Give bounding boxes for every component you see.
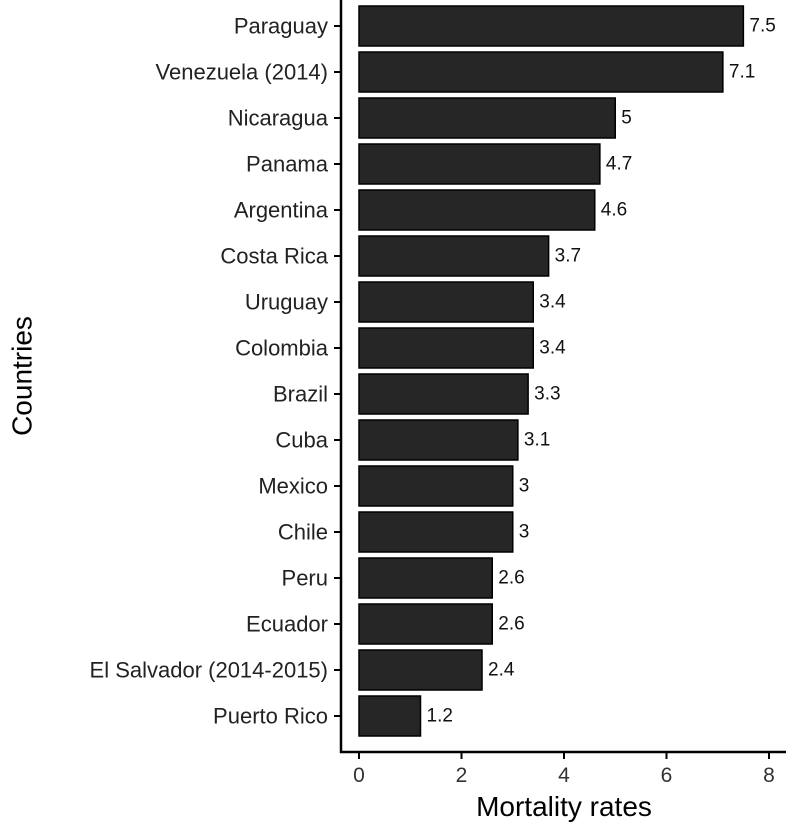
x-axis-ticks: 0 2 4 6 8 [353, 752, 775, 787]
category-labels: Paraguay Venezuela (2014) Nicaragua Panama A… [90, 14, 341, 729]
bar-venezuela-2014 [358, 51, 724, 93]
value-label-colombia: 3.4 [539, 338, 566, 359]
category-label-costa-rica: Costa Rica [220, 244, 328, 269]
bar-costa-rica [358, 235, 550, 277]
category-label-nicaragua: Nicaragua [228, 106, 329, 131]
bar-puerto-rico [358, 695, 422, 737]
value-label-venezuela-2014: 7.1 [729, 62, 755, 83]
category-label-el-salvador-2014-2015: El Salvador (2014-2015) [90, 658, 328, 683]
category-label-puerto-rico: Puerto Rico [213, 704, 328, 729]
bar-peru [358, 557, 493, 599]
x-tick-label: 6 [661, 764, 673, 787]
bar-uruguay [358, 281, 534, 323]
value-label-cuba: 3.1 [524, 430, 550, 451]
bars-layer [358, 5, 745, 737]
bar-paraguay [358, 5, 745, 47]
value-label-mexico: 3 [519, 476, 530, 497]
bar-el-salvador-2014-2015 [358, 649, 483, 691]
value-label-panama: 4.7 [606, 154, 632, 175]
bar-colombia [358, 327, 534, 369]
category-label-panama: Panama [246, 152, 329, 177]
value-label-costa-rica: 3.7 [555, 246, 581, 267]
category-label-chile: Chile [278, 520, 328, 545]
category-label-venezuela-2014: Venezuela (2014) [156, 60, 328, 85]
value-label-paraguay: 7.5 [749, 16, 775, 37]
category-label-cuba: Cuba [275, 428, 328, 453]
value-label-chile: 3 [519, 522, 530, 543]
bar-brazil [358, 373, 529, 415]
category-label-argentina: Argentina [234, 198, 329, 223]
category-label-peru: Peru [282, 566, 328, 591]
value-labels: 7.5 7.1 5 4.7 4.6 3.7 3.4 3.4 3.3 3.1 3 3 2.6 2.6 2.4 1… [427, 16, 776, 727]
value-label-uruguay: 3.4 [539, 292, 566, 313]
value-label-ecuador: 2.6 [498, 614, 524, 635]
value-label-nicaragua: 5 [621, 108, 632, 129]
x-tick-label: 8 [763, 764, 775, 787]
category-label-colombia: Colombia [235, 336, 329, 361]
value-label-argentina: 4.6 [601, 200, 627, 221]
x-tick-label: 0 [353, 764, 365, 787]
bar-mexico [358, 465, 514, 507]
x-axis-title: Mortality rates [476, 791, 652, 822]
category-label-uruguay: Uruguay [245, 290, 328, 315]
value-label-puerto-rico: 1.2 [427, 706, 453, 727]
bar-argentina [358, 189, 596, 231]
category-label-paraguay: Paraguay [234, 14, 328, 39]
category-label-ecuador: Ecuador [246, 612, 328, 637]
bar-nicaragua [358, 97, 616, 139]
bar-cuba [358, 419, 519, 461]
y-axis-title: Countries [7, 316, 38, 436]
value-label-brazil: 3.3 [534, 384, 560, 405]
value-label-el-salvador-2014-2015: 2.4 [488, 660, 515, 681]
category-label-brazil: Brazil [273, 382, 328, 407]
category-label-mexico: Mexico [258, 474, 328, 499]
bar-chile [358, 511, 514, 553]
x-tick-label: 4 [558, 764, 570, 787]
bar-ecuador [358, 603, 493, 645]
bar-panama [358, 143, 601, 185]
x-tick-label: 2 [456, 764, 468, 787]
value-label-peru: 2.6 [498, 568, 524, 589]
